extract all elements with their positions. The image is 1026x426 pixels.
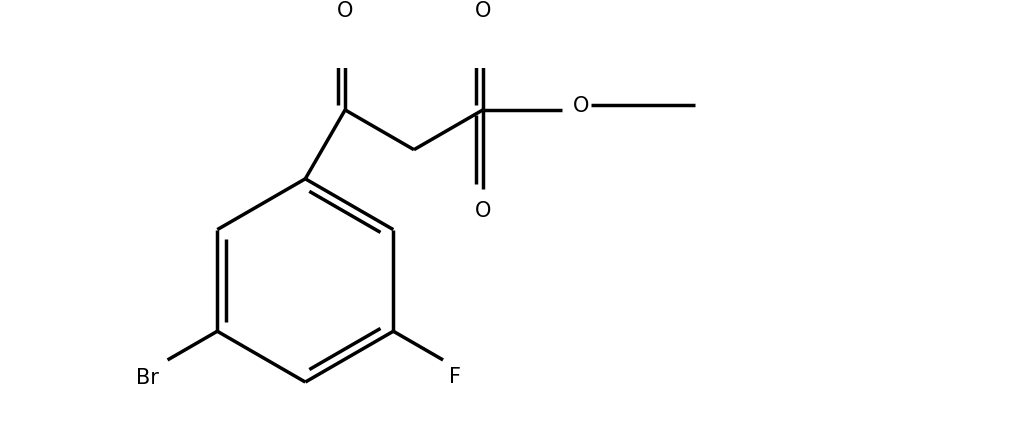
Text: O: O: [337, 1, 353, 21]
Text: O: O: [475, 201, 491, 221]
Text: O: O: [475, 1, 491, 21]
Text: Br: Br: [135, 367, 159, 387]
Text: O: O: [573, 96, 589, 116]
Text: F: F: [449, 366, 462, 386]
